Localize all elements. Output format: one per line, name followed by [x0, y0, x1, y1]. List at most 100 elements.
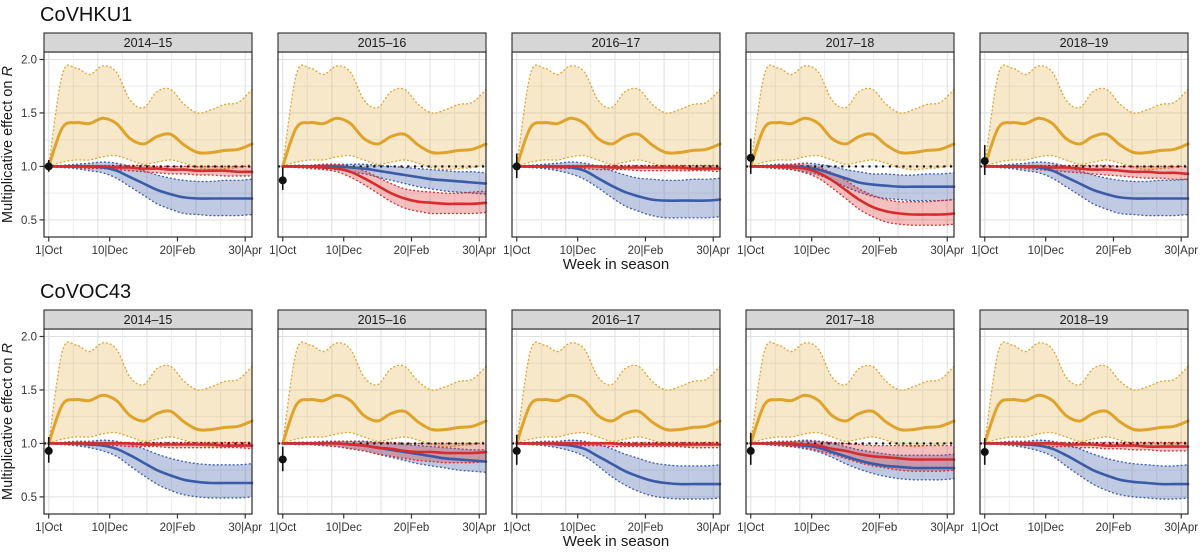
x-tick-label: 1|Oct — [269, 522, 297, 534]
x-tick-label: 10|Dec — [794, 245, 830, 257]
yellow-ribbon — [282, 65, 486, 170]
panel-background — [746, 52, 954, 237]
yellow-ribbon — [984, 65, 1188, 170]
facet-row-covhku1: CoVHKU1 Multiplicative effect on R 2014–1… — [0, 4, 1198, 273]
x-tick-label: 30|Apr — [228, 245, 262, 257]
yellow-line — [47, 116, 254, 168]
yellow-ribbon-upper-edge — [48, 64, 253, 168]
baseline-point — [278, 176, 287, 185]
y-tick-label: 1.5 — [21, 108, 37, 120]
red-ribbon-upper-edge — [48, 441, 253, 445]
yellow-ribbon-lower-edge — [48, 431, 253, 448]
blue-ribbon-lower-edge — [984, 165, 1189, 217]
x-axis-title: Week in season — [563, 533, 669, 550]
yellow-ribbon — [48, 342, 253, 447]
x-tick-label: 30|Apr — [930, 245, 964, 257]
red-ribbon-upper-edge — [516, 164, 721, 168]
x-tick-label: 20|Feb — [160, 245, 196, 257]
strip — [745, 32, 955, 53]
x-tick-label: 10|Dec — [794, 522, 830, 534]
y-tick-label: 0.5 — [21, 492, 37, 504]
x-tick-label: 20|Feb — [862, 245, 898, 257]
strip — [979, 309, 1189, 330]
red-ribbon-lower-edge — [750, 442, 955, 472]
yellow-ribbon-upper-edge — [516, 64, 721, 168]
yellow-ribbon-upper-edge — [984, 341, 1189, 445]
yellow-line — [515, 116, 722, 168]
red-line — [515, 165, 722, 170]
yellow-ribbon — [48, 65, 253, 170]
yellow-line — [281, 116, 488, 168]
facet-row-covoc43: CoVOC43 Multiplicative effect on R 2014–1… — [0, 277, 1200, 554]
x-tick-label: 10|Dec — [92, 522, 128, 534]
yellow-ribbon-lower-edge — [516, 154, 721, 171]
x-tick-label: 10|Dec — [1028, 245, 1064, 257]
yellow-ribbon-lower-edge — [48, 154, 253, 171]
strip-label: 2014–15 — [124, 36, 173, 50]
strip — [979, 32, 1189, 53]
red-ribbon-upper-edge — [984, 164, 1189, 168]
x-tick-label: 20|Feb — [862, 522, 898, 534]
row-title-covoc43: CoVOC43 — [40, 281, 132, 303]
red-line — [749, 442, 956, 461]
red-line — [47, 165, 254, 174]
x-tick-label: 10|Dec — [1028, 522, 1064, 534]
baseline-point — [980, 447, 989, 456]
strip — [43, 309, 253, 330]
facet-row-plot-covhku1: Multiplicative effect on R 2014–15 1|Oct 10… — [0, 32, 1198, 273]
red-ribbon-upper-edge — [516, 441, 721, 445]
strip-label: 2017–18 — [826, 313, 875, 327]
red-ribbon-upper-edge — [282, 163, 487, 194]
strip — [277, 32, 487, 53]
blue-ribbon-lower-edge — [516, 442, 721, 500]
x-tick-label: 1|Oct — [35, 245, 63, 257]
x-tick-label: 30|Apr — [462, 522, 496, 534]
x-tick-label: 20|Feb — [394, 245, 430, 257]
panel-background — [980, 52, 1188, 237]
strip — [511, 309, 721, 330]
x-tick-label: 1|Oct — [269, 245, 297, 257]
yellow-ribbon-upper-edge — [282, 64, 487, 168]
strip-label: 2015–16 — [358, 313, 407, 327]
x-tick-label: 10|Dec — [560, 522, 596, 534]
x-tick-label: 1|Oct — [971, 522, 999, 534]
x-tick-label: 1|Oct — [737, 245, 765, 257]
yellow-line — [983, 393, 1190, 445]
y-tick-label: 2.0 — [21, 55, 37, 67]
blue-ribbon-upper-edge — [984, 161, 1189, 183]
x-tick-label: 20|Feb — [1096, 522, 1132, 534]
y-axis-title: Multiplicative effect on R — [0, 66, 16, 223]
facet-row-plot-covoc43: Multiplicative effect on R 2014–15 1|Oct 10… — [0, 309, 1198, 550]
yellow-ribbon-lower-edge — [750, 431, 955, 448]
yellow-ribbon — [516, 65, 720, 170]
x-tick-label: 10|Dec — [92, 245, 128, 257]
x-tick-label: 20|Feb — [160, 522, 196, 534]
panel-background — [278, 52, 486, 237]
blue-ribbon — [282, 164, 486, 195]
yellow-ribbon-upper-edge — [984, 64, 1189, 168]
blue-ribbon — [984, 162, 1188, 216]
yellow-ribbon-upper-edge — [282, 341, 487, 445]
blue-ribbon-upper-edge — [516, 439, 721, 467]
blue-ribbon-upper-edge — [48, 161, 253, 183]
x-tick-label: 10|Dec — [326, 245, 362, 257]
strip — [511, 32, 721, 53]
yellow-line — [983, 116, 1190, 168]
red-line — [281, 442, 488, 455]
x-tick-label: 30|Apr — [1164, 522, 1198, 534]
yellow-line — [47, 393, 254, 445]
x-tick-label: 1|Oct — [503, 245, 531, 257]
baseline-point — [512, 446, 521, 455]
blue-ribbon — [48, 162, 253, 216]
red-line — [749, 165, 956, 216]
yellow-ribbon-lower-edge — [282, 431, 487, 448]
blue-ribbon-lower-edge — [282, 442, 487, 473]
strip — [43, 32, 253, 53]
yellow-ribbon — [750, 342, 954, 447]
red-line — [983, 442, 1190, 448]
y-tick-label: 2.0 — [21, 332, 37, 344]
yellow-line — [281, 393, 488, 445]
x-tick-label: 10|Dec — [326, 522, 362, 534]
x-tick-label: 10|Dec — [560, 245, 596, 257]
